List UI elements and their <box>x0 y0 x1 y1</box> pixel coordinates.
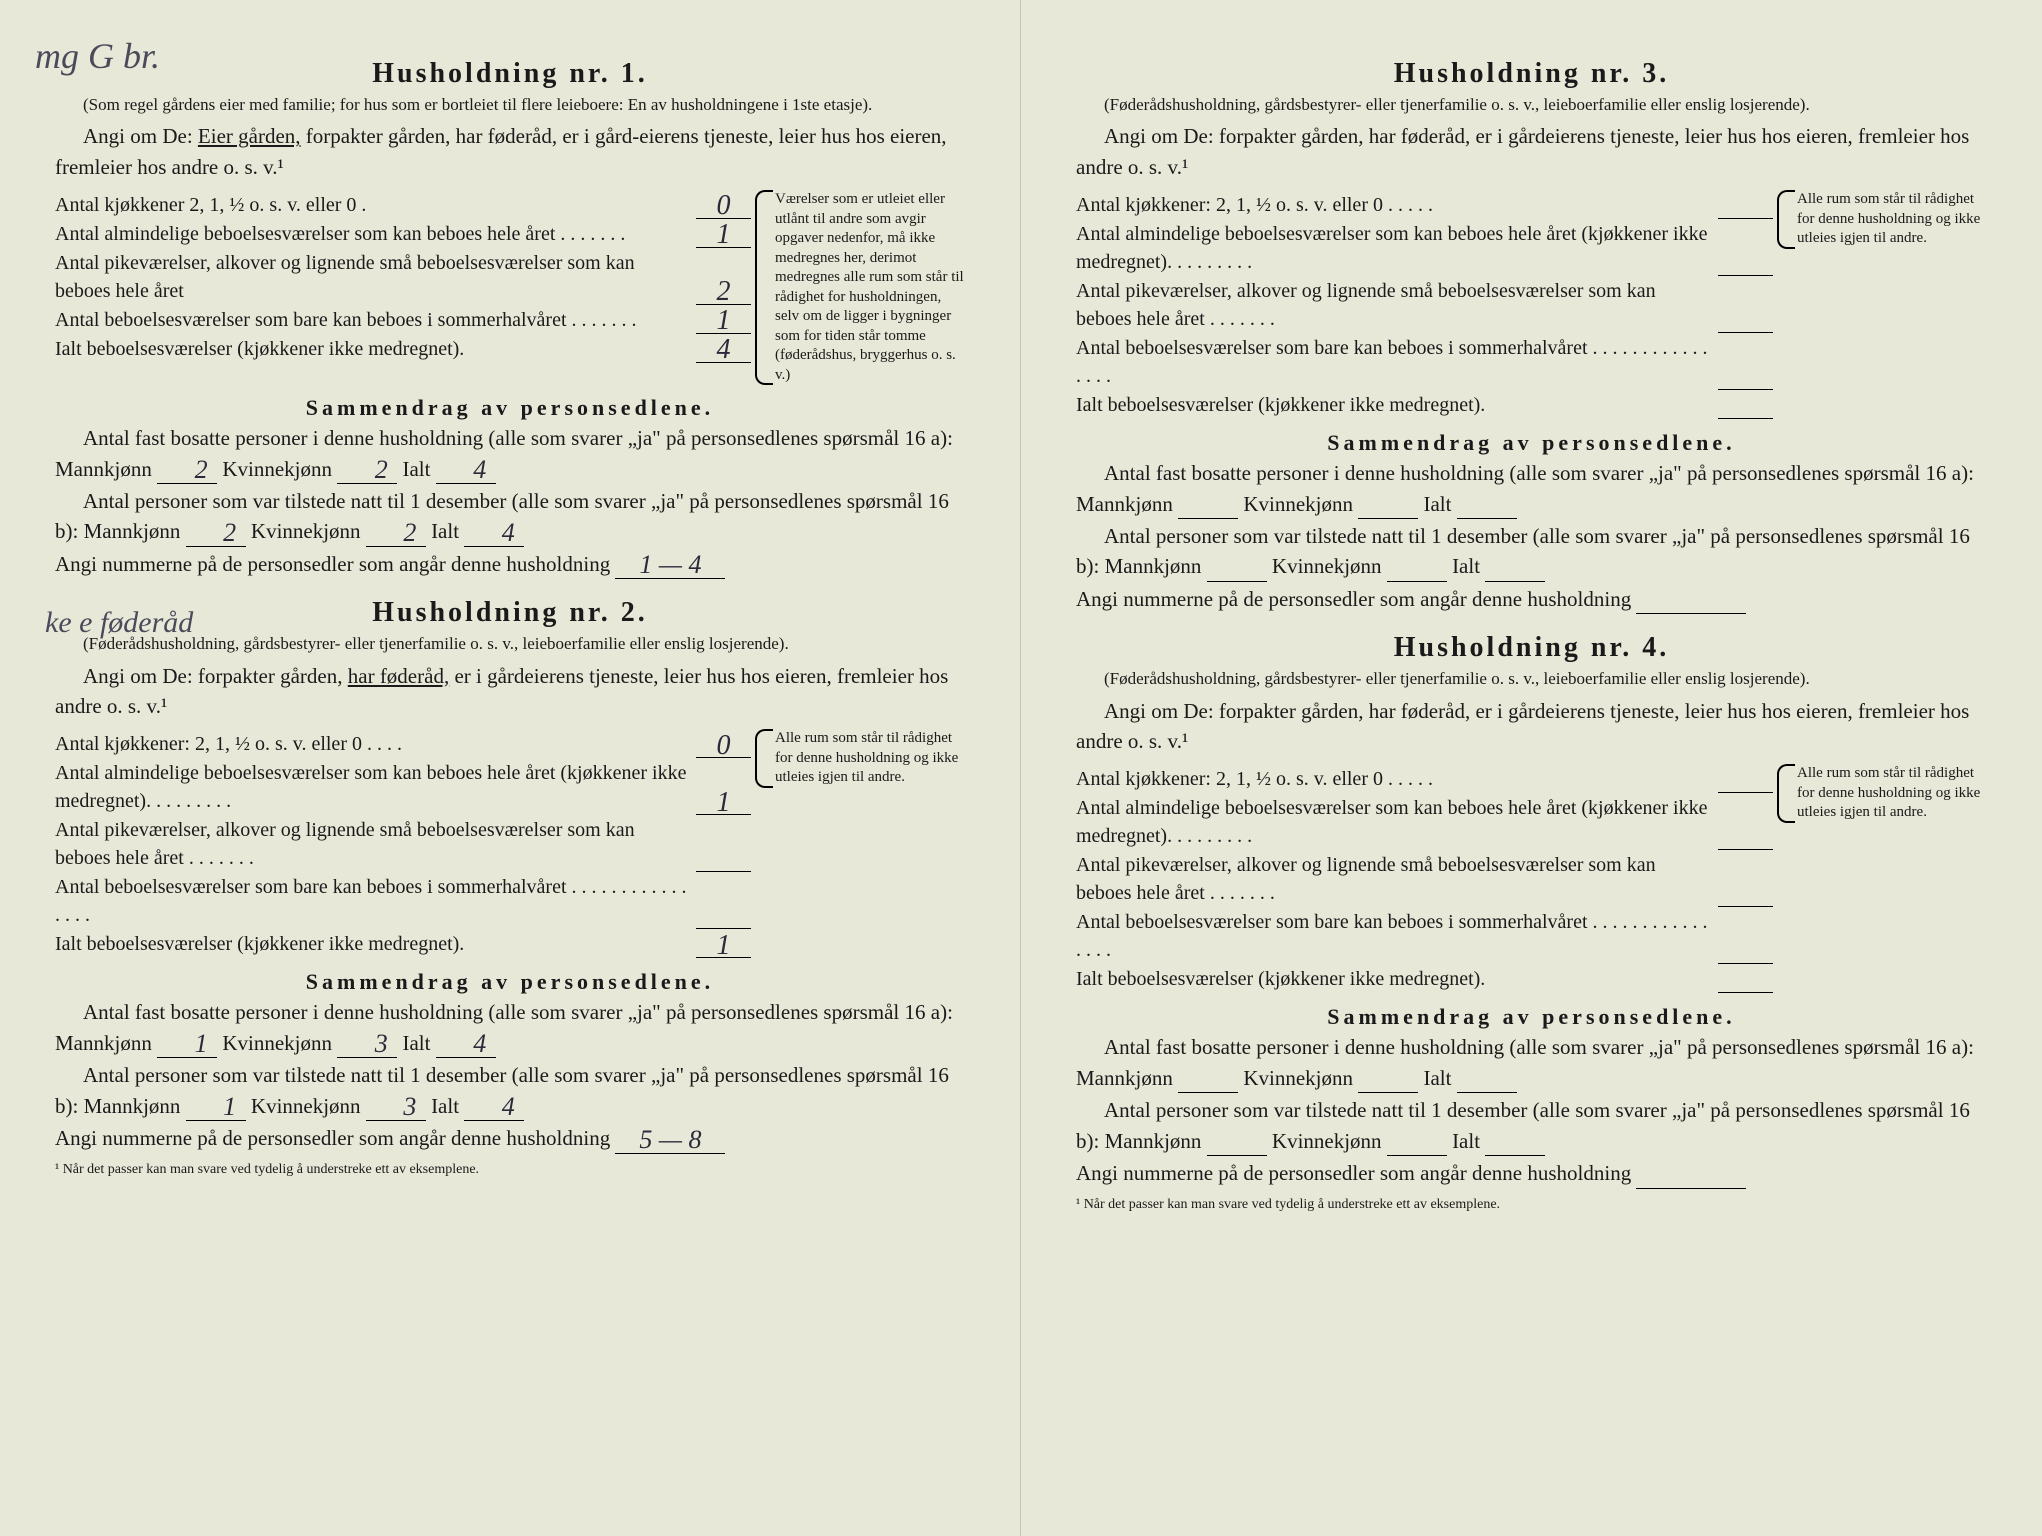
h4-rows: Antal kjøkkener: 2, 1, ½ o. s. v. eller … <box>1076 764 1987 994</box>
h4-q-kjokkener: Antal kjøkkener: 2, 1, ½ o. s. v. eller … <box>1076 765 1773 793</box>
h1-angi: Angi om De: Eier gården, forpakter gårde… <box>55 121 965 182</box>
h4-title: Husholdning nr. 4. <box>1076 632 1987 664</box>
brace-icon <box>1777 764 1795 823</box>
h4-angi-num: Angi nummerne på de personsedler som ang… <box>1076 1158 1987 1188</box>
page-right: Husholdning nr. 3. (Føderådshusholdning,… <box>1021 0 2042 1536</box>
h3-title: Husholdning nr. 3. <box>1076 58 1987 90</box>
h4-sam-b: Antal personer som var tilstede natt til… <box>1076 1095 1987 1156</box>
brace-icon <box>1777 190 1795 249</box>
h3-rows: Antal kjøkkener: 2, 1, ½ o. s. v. eller … <box>1076 190 1987 420</box>
h1-sam-a: Antal fast bosatte personer i denne hush… <box>55 423 965 484</box>
h2-side-note: Alle rum som står til rådighet for denne… <box>761 729 965 788</box>
h1-title: Husholdning nr. 1. <box>55 58 965 90</box>
h4-sam-a: Antal fast bosatte personer i denne hush… <box>1076 1032 1987 1093</box>
h4-q-bare: Antal beboelsesværelser som bare kan beb… <box>1076 908 1773 964</box>
h2-rows-left: Antal kjøkkener: 2, 1, ½ o. s. v. eller … <box>55 729 751 959</box>
h1-rows: Antal kjøkkener 2, 1, ½ o. s. v. eller 0… <box>55 190 965 385</box>
h3-sam-b: Antal personer som var tilstede natt til… <box>1076 521 1987 582</box>
h1-sub: (Som regel gårdens eier med familie; for… <box>55 94 965 115</box>
h3-rows-left: Antal kjøkkener: 2, 1, ½ o. s. v. eller … <box>1076 190 1773 420</box>
page-left: mg G br. Husholdning nr. 1. (Som regel g… <box>0 0 1021 1536</box>
brace-icon <box>755 190 773 385</box>
h3-sam-a: Antal fast bosatte personer i denne hush… <box>1076 458 1987 519</box>
h3-sub: (Føderådshusholdning, gårdsbestyrer- ell… <box>1076 94 1987 115</box>
h1-q-kjokkener: Antal kjøkkener 2, 1, ½ o. s. v. eller 0… <box>55 191 751 219</box>
h4-sub: (Føderådshusholdning, gårdsbestyrer- ell… <box>1076 668 1987 689</box>
h1-q-bare: Antal beboelsesværelser som bare kan beb… <box>55 306 751 334</box>
h1-angi-under: Eier gården, <box>198 124 301 148</box>
h3-angi-num: Angi nummerne på de personsedler som ang… <box>1076 584 1987 614</box>
h4-angi: Angi om De: forpakter gården, har føderå… <box>1076 696 1987 757</box>
h2-q-ialt: Ialt beboelsesværelser (kjøkkener ikke m… <box>55 930 751 958</box>
h2-q-pike: Antal pikeværelser, alkover og lignende … <box>55 816 751 872</box>
h3-angi: Angi om De: forpakter gården, har føderå… <box>1076 121 1987 182</box>
h4-sam-title: Sammendrag av personsedlene. <box>1076 1004 1987 1030</box>
h3-sam-title: Sammendrag av personsedlene. <box>1076 430 1987 456</box>
h1-side-note: Værelser som er utleiet eller utlånt til… <box>761 190 965 385</box>
h2-sam-b: Antal personer som var tilstede natt til… <box>55 1060 965 1121</box>
h2-q-bare: Antal beboelsesværelser som bare kan beb… <box>55 873 751 929</box>
h1-q-pike: Antal pikeværelser, alkover og lignende … <box>55 249 751 305</box>
h1-angi-num: Angi nummerne på de personsedler som ang… <box>55 549 965 579</box>
h2-rows: Antal kjøkkener: 2, 1, ½ o. s. v. eller … <box>55 729 965 959</box>
h4-q-alm: Antal almindelige beboelsesværelser som … <box>1076 794 1773 850</box>
h2-sam-title: Sammendrag av personsedlene. <box>55 969 965 995</box>
h2-q-kjokkener: Antal kjøkkener: 2, 1, ½ o. s. v. eller … <box>55 730 751 758</box>
h3-q-alm: Antal almindelige beboelsesværelser som … <box>1076 220 1773 276</box>
h3-q-kjokkener: Antal kjøkkener: 2, 1, ½ o. s. v. eller … <box>1076 191 1773 219</box>
h2-angi-num: Angi nummerne på de personsedler som ang… <box>55 1123 965 1153</box>
h2-q-alm: Antal almindelige beboelsesværelser som … <box>55 759 751 815</box>
h3-q-pike: Antal pikeværelser, alkover og lignende … <box>1076 277 1773 333</box>
h3-side-note: Alle rum som står til rådighet for denne… <box>1783 190 1987 249</box>
document-spread: mg G br. Husholdning nr. 1. (Som regel g… <box>0 0 2042 1536</box>
h4-rows-left: Antal kjøkkener: 2, 1, ½ o. s. v. eller … <box>1076 764 1773 994</box>
footnote-right: ¹ Når det passer kan man svare ved tydel… <box>1076 1197 1987 1213</box>
h1-q-ialt: Ialt beboelsesværelser (kjøkkener ikke m… <box>55 335 751 363</box>
h4-q-pike: Antal pikeværelser, alkover og lignende … <box>1076 851 1773 907</box>
h2-sam-a: Antal fast bosatte personer i denne hush… <box>55 997 965 1058</box>
h4-side-note: Alle rum som står til rådighet for denne… <box>1783 764 1987 823</box>
h1-sam-b: Antal personer som var tilstede natt til… <box>55 486 965 547</box>
handwriting-top: mg G br. <box>35 35 160 77</box>
h2-angi: Angi om De: forpakter gården, har føderå… <box>55 661 965 722</box>
h1-q-alm: Antal almindelige beboelsesværelser som … <box>55 220 751 248</box>
h3-q-bare: Antal beboelsesværelser som bare kan beb… <box>1076 334 1773 390</box>
h3-q-ialt: Ialt beboelsesværelser (kjøkkener ikke m… <box>1076 391 1773 419</box>
h1-sam-title: Sammendrag av personsedlene. <box>55 395 965 421</box>
h1-rows-left: Antal kjøkkener 2, 1, ½ o. s. v. eller 0… <box>55 190 751 364</box>
footnote-left: ¹ Når det passer kan man svare ved tydel… <box>55 1162 965 1178</box>
brace-icon <box>755 729 773 788</box>
h1-angi-pre: Angi om De: <box>83 124 198 148</box>
h4-q-ialt: Ialt beboelsesværelser (kjøkkener ikke m… <box>1076 965 1773 993</box>
handwriting-mid: ke e føderåd <box>45 606 193 640</box>
